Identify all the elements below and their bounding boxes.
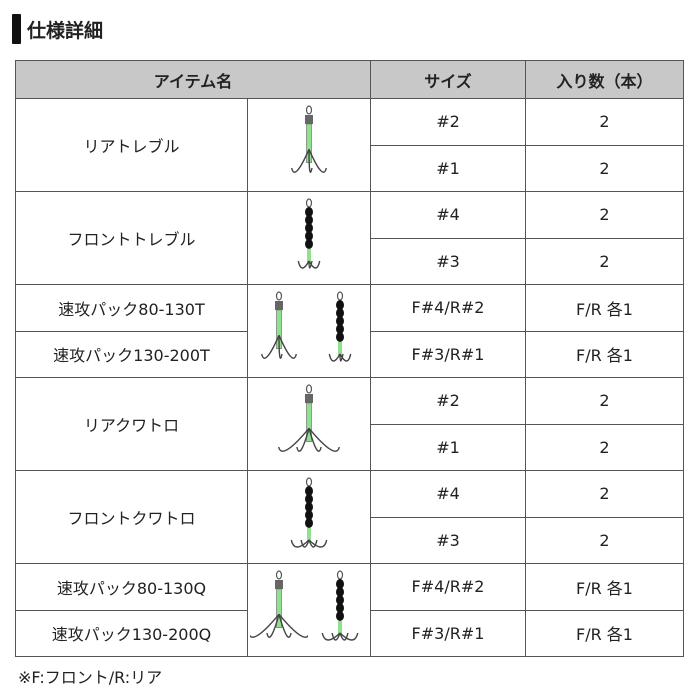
item-name: リアトレブル [15, 98, 248, 192]
item-name: フロントクワトロ [15, 470, 248, 564]
item-name: 速攻パック130-200T [15, 330, 248, 378]
table-row: #3 2 [16, 516, 684, 564]
item-image [247, 284, 371, 378]
count-cell: F/R 各1 [525, 284, 684, 332]
count-cell: 2 [525, 377, 684, 425]
size-cell: F#4/R#2 [370, 563, 526, 611]
item-image [247, 470, 371, 564]
title-text: 仕様詳細 [27, 19, 104, 42]
table-row: 速攻パック80-130T F#4/R#2 F/R 各1 [15, 284, 684, 378]
footnote: ※F:フロント/R:リア [18, 668, 163, 687]
size-cell: #3 [370, 516, 526, 564]
front-quattro-hook-icon [290, 477, 328, 548]
item-image [247, 377, 371, 471]
front-treble-hook-icon [297, 198, 321, 269]
count-cell: F/R 各1 [525, 563, 684, 611]
table-row: フロントクワトロ #4 2 [15, 470, 684, 564]
count-cell: 2 [525, 191, 684, 239]
rear-quattro-hook-icon [278, 384, 340, 452]
header-row: アイテム名 サイズ 入り数（本） [15, 60, 684, 99]
item-name: 速攻パック80-130Q [15, 563, 248, 611]
count-cell: 2 [525, 423, 684, 471]
header-size: サイズ [370, 60, 526, 99]
size-cell: F#3/R#1 [370, 330, 526, 378]
count-cell: 2 [525, 470, 684, 518]
title-bar-marker [12, 14, 21, 44]
item-image [247, 563, 371, 657]
size-cell: #4 [370, 191, 526, 239]
count-cell: 2 [525, 516, 684, 564]
item-image [247, 98, 371, 192]
item-name: 速攻パック130-200Q [15, 609, 248, 657]
header-item: アイテム名 [15, 60, 371, 99]
header-count: 入り数（本） [525, 60, 684, 99]
size-cell: #2 [370, 377, 526, 425]
table-row: #1 2 [16, 144, 684, 192]
size-cell: #3 [370, 237, 526, 285]
size-cell: #1 [370, 423, 526, 471]
size-cell: #4 [370, 470, 526, 518]
table-row: 速攻パック130-200Q F#3/R#1 F/R 各1 [15, 609, 684, 657]
item-name: フロントトレブル [15, 191, 248, 285]
front-treble-hook-icon [328, 291, 351, 362]
size-cell: F#3/R#1 [370, 609, 526, 657]
count-cell: F/R 各1 [525, 609, 684, 657]
item-image [247, 191, 371, 285]
front-quattro-hook-icon [321, 570, 358, 641]
rear-treble-hook-icon [260, 291, 297, 359]
table-row: リアトレブル #2 2 [15, 98, 684, 192]
table-row: リアクワトロ #2 2 [15, 377, 684, 471]
table-row: #3 2 [16, 237, 684, 285]
count-cell: 2 [525, 98, 684, 146]
table-row: 速攻パック80-130Q F#4/R#2 F/R 各1 [15, 563, 684, 657]
size-cell: #2 [370, 98, 526, 146]
table-row: フロントトレブル #4 2 [15, 191, 684, 285]
table-row: #1 2 [16, 423, 684, 471]
count-cell: 2 [525, 144, 684, 192]
spec-table: アイテム名 サイズ 入り数（本） リアトレブル #2 2 #1 2 フロントトレブル #4 2… [15, 60, 684, 657]
rear-treble-hook-icon [291, 105, 327, 173]
size-cell: F#4/R#2 [370, 284, 526, 332]
rear-quattro-hook-icon [249, 570, 308, 638]
size-cell: #1 [370, 144, 526, 192]
item-name: 速攻パック80-130T [15, 284, 248, 332]
item-name: リアクワトロ [15, 377, 248, 471]
count-cell: 2 [525, 237, 684, 285]
count-cell: F/R 各1 [525, 330, 684, 378]
section-title: 仕様詳細 [12, 14, 103, 44]
